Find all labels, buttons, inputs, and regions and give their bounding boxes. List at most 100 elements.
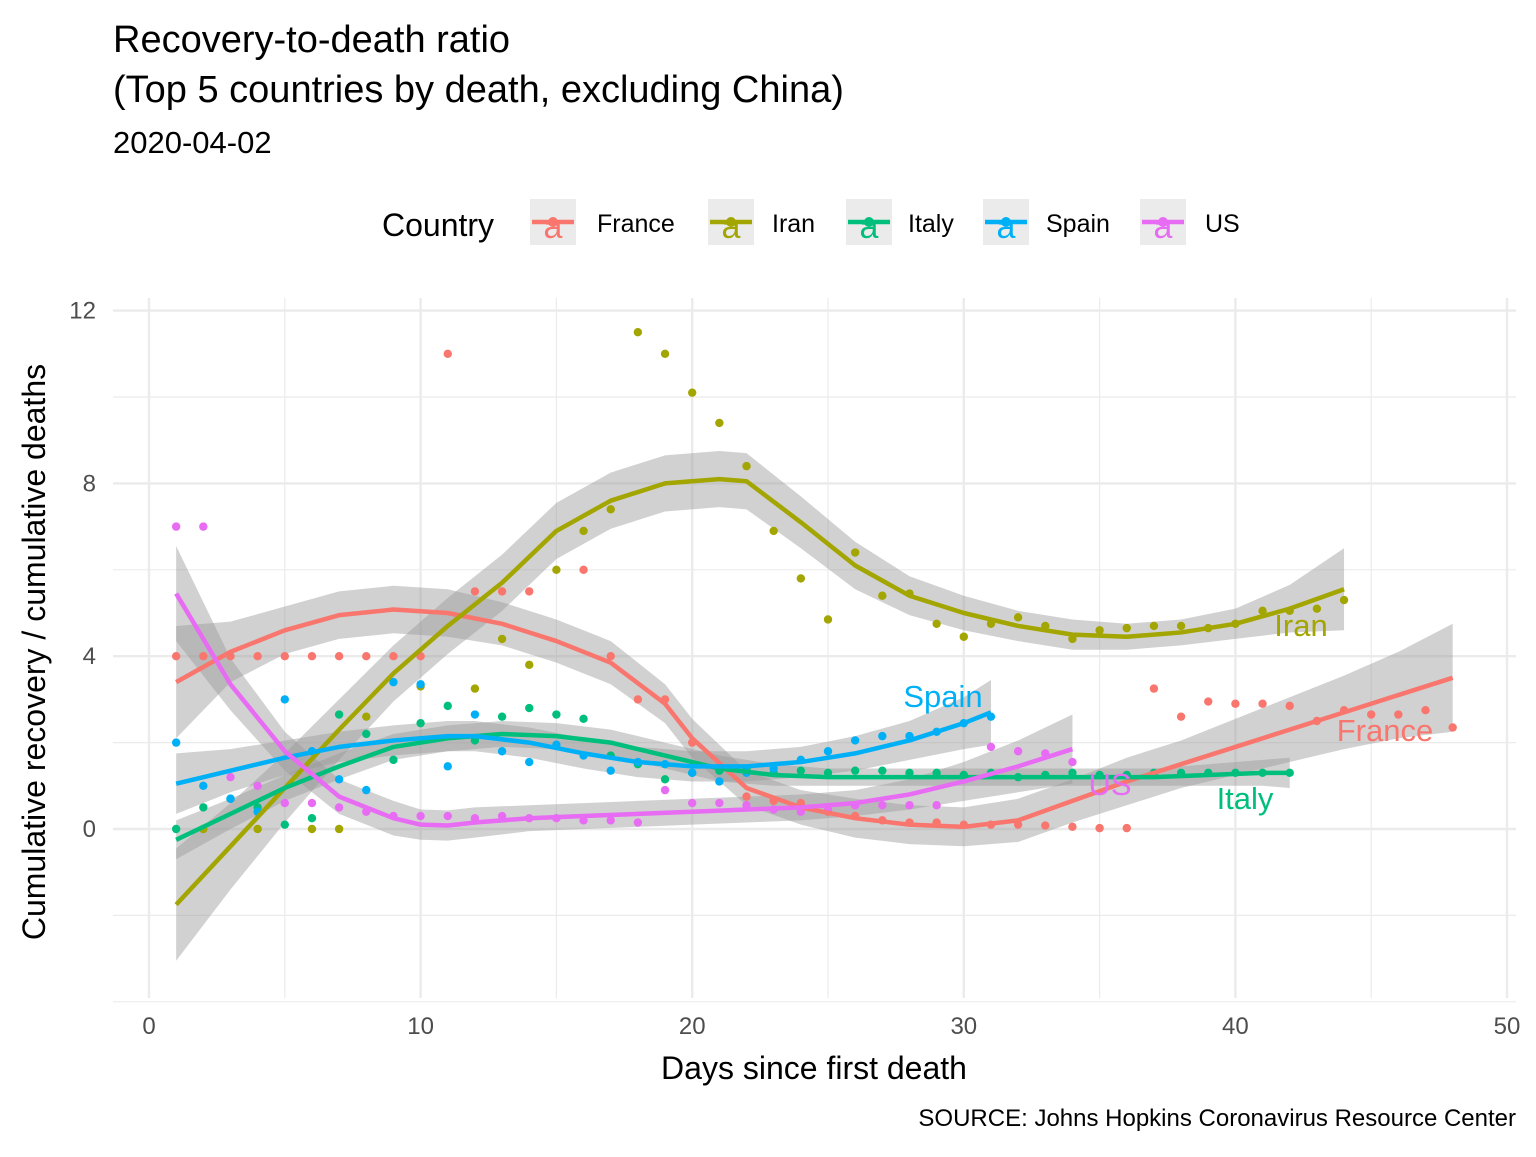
france-data-point <box>606 652 615 661</box>
spain-data-point <box>171 738 181 747</box>
iran-data-point <box>769 526 778 536</box>
legend-label-spain: Spain <box>1046 210 1110 238</box>
france-data-point <box>1041 821 1050 830</box>
france-data-point <box>1258 699 1267 708</box>
france-data-point <box>443 349 452 358</box>
us-end-label: US <box>1088 767 1131 802</box>
us-data-point <box>660 785 670 795</box>
france-data-point <box>470 587 480 596</box>
y-axis-title: Cumulative recovery / cumulative deaths <box>16 364 52 940</box>
legend-item-spain: a Spain <box>983 199 1110 246</box>
italy-data-point <box>199 803 208 812</box>
spain-smooth-line <box>175 710 992 786</box>
iran-end-label: Iran <box>1274 608 1327 643</box>
legend-title: Country <box>382 207 494 243</box>
iran-data-point <box>552 565 561 574</box>
italy-data-point <box>525 703 534 713</box>
iran-data-point <box>878 591 887 600</box>
iran-data-point <box>633 328 643 337</box>
legend-point-italy <box>864 217 874 227</box>
iran-data-point <box>742 461 751 471</box>
spain-data-point <box>850 736 860 745</box>
us-data-point <box>226 772 235 782</box>
spain-data-point <box>199 781 208 790</box>
italy-data-point <box>660 775 670 784</box>
legend-glyph-france: a <box>544 208 563 246</box>
italy-data-point <box>579 714 588 724</box>
x-tick-label: 10 <box>407 1013 434 1040</box>
legend-label-italy: Italy <box>908 210 954 238</box>
legend-glyph-us: a <box>1154 208 1173 246</box>
france-data-point <box>1068 822 1077 832</box>
us-data-point <box>606 816 615 825</box>
italy-data-point <box>443 701 452 711</box>
iran-data-point <box>1149 621 1159 631</box>
us-data-point <box>307 798 317 808</box>
iran-data-point <box>1312 604 1322 613</box>
france-data-point <box>1231 699 1240 708</box>
chart-title-line-2: (Top 5 countries by death, excluding Chi… <box>113 69 844 111</box>
chart-subtitle: 2020-04-02 <box>113 125 272 160</box>
italy-data-point <box>334 710 344 719</box>
iran-data-point <box>334 824 344 834</box>
iran-data-point <box>850 548 860 557</box>
data-points <box>171 328 1457 834</box>
iran-data-point <box>307 824 317 834</box>
us-data-point <box>905 801 914 810</box>
spain-data-point <box>688 768 697 778</box>
france-data-point <box>1421 706 1430 715</box>
iran-data-point <box>497 634 507 644</box>
france-data-point <box>497 587 507 596</box>
legend-item-us: a US <box>1140 199 1240 246</box>
x-tick-label: 0 <box>142 1013 155 1040</box>
iran-data-point <box>1176 621 1186 631</box>
y-tick-label: 12 <box>69 298 96 325</box>
legend-glyph-italy: a <box>860 208 879 246</box>
iran-data-point <box>470 684 480 693</box>
france-data-point <box>1122 823 1131 833</box>
spain-data-point <box>715 777 724 786</box>
iran-data-point <box>1258 606 1267 616</box>
us-data-point <box>633 818 643 827</box>
spain-data-point <box>416 680 425 689</box>
smooth-lines <box>174 476 1454 907</box>
france-data-point <box>362 652 371 661</box>
y-axis-ticks: 0 4 8 12 <box>69 298 96 843</box>
france-data-point <box>307 652 317 661</box>
iran-data-point <box>253 824 262 834</box>
spain-data-point <box>362 785 371 795</box>
italy-data-point <box>362 729 371 739</box>
plot-grid <box>113 298 1516 1003</box>
us-data-point <box>1068 757 1077 767</box>
legend-glyph-iran: a <box>722 208 741 246</box>
italy-data-point <box>796 766 806 775</box>
france-data-point <box>389 652 398 661</box>
france-data-point <box>1448 723 1457 732</box>
france-data-point <box>1176 712 1186 721</box>
france-data-point <box>1095 823 1104 833</box>
x-axis-title: Days since first death <box>661 1050 967 1086</box>
spain-data-point <box>525 757 534 767</box>
italy-data-point <box>307 814 317 823</box>
legend-point-spain <box>1001 217 1011 227</box>
spain-data-point <box>226 794 235 803</box>
x-tick-label: 20 <box>679 1013 706 1040</box>
chart-title-line-1: Recovery-to-death ratio <box>113 19 510 61</box>
y-tick-label: 0 <box>83 816 96 843</box>
us-data-point <box>1013 747 1023 756</box>
italy-data-point <box>552 710 561 719</box>
iran-data-point <box>1095 626 1104 635</box>
spain-data-point <box>443 762 452 771</box>
us-data-point <box>715 798 724 808</box>
iran-data-point <box>1339 595 1349 605</box>
legend-point-iran <box>726 217 736 227</box>
italy-data-point <box>416 718 425 728</box>
france-data-point <box>199 652 208 661</box>
france-data-point <box>1149 684 1159 693</box>
us-data-point <box>932 801 941 810</box>
spain-end-label: Spain <box>903 679 982 714</box>
us-data-point <box>199 522 208 531</box>
us-data-point <box>171 522 181 531</box>
spain-data-point <box>606 766 615 775</box>
